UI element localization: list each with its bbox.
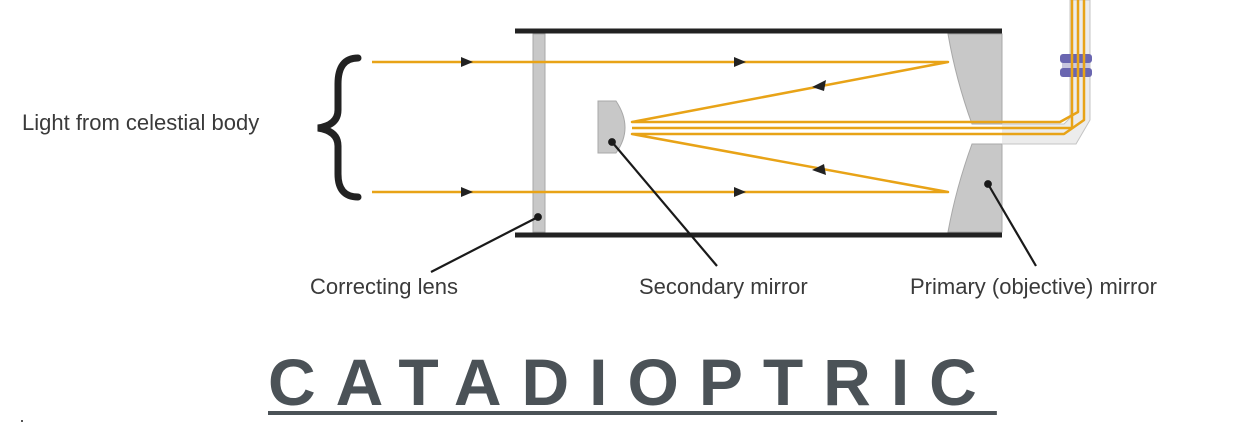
correcting-lens-leader <box>430 216 539 273</box>
primary-mirror-leader <box>987 183 1037 267</box>
light-source-label: Light from celestial body <box>22 110 260 135</box>
correcting-lens-leader-dot <box>534 213 542 221</box>
curly-brace-icon <box>317 54 362 201</box>
primary-mirror-bottom <box>947 143 1003 233</box>
secondary-mirror-label: Secondary mirror <box>639 274 808 299</box>
eyepiece-icon <box>1060 54 1092 77</box>
light-rays <box>372 0 1086 194</box>
primary-mirror-top <box>947 33 1003 125</box>
stray-dot <box>21 420 23 422</box>
secondary-mirror-leader-dot <box>608 138 616 146</box>
secondary-mirror-leader <box>611 141 718 267</box>
correcting-lens-label: Correcting lens <box>310 274 458 299</box>
leader-lines <box>430 138 1037 273</box>
upper-ray <box>372 0 1080 124</box>
page-title: CATADIOPTRIC <box>268 345 997 419</box>
primary-mirror-label: Primary (objective) mirror <box>910 274 1157 299</box>
ray-arrow-icon <box>461 57 826 197</box>
primary-mirror-leader-dot <box>984 180 992 188</box>
correcting-lens-shape <box>532 33 546 233</box>
lower-ray <box>372 0 1086 194</box>
secondary-mirror-shape <box>597 100 626 154</box>
